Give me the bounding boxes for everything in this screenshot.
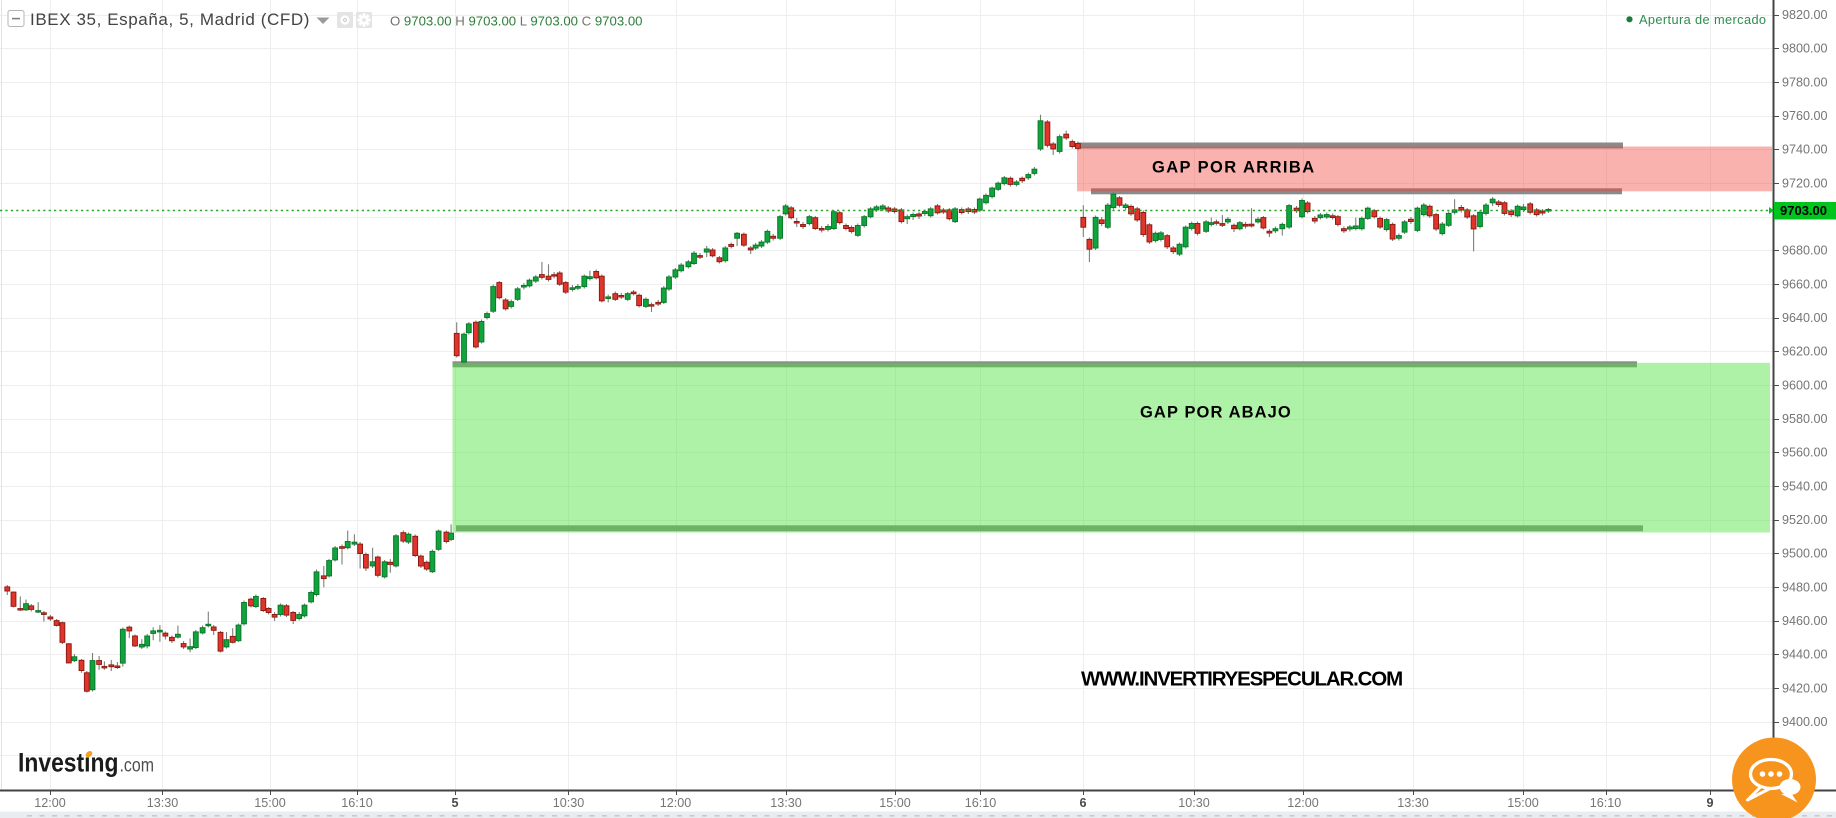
svg-text:9820.00: 9820.00 — [1782, 8, 1828, 22]
svg-text:6: 6 — [1079, 796, 1086, 810]
svg-text:13:30: 13:30 — [770, 796, 802, 810]
svg-text:9760.00: 9760.00 — [1782, 109, 1828, 123]
svg-text:9480.00: 9480.00 — [1782, 580, 1828, 594]
svg-text:9740.00: 9740.00 — [1782, 143, 1828, 157]
svg-text:12:00: 12:00 — [660, 796, 692, 810]
svg-text:.com: .com — [120, 755, 155, 777]
svg-text:9440.00: 9440.00 — [1782, 648, 1828, 662]
svg-text:15:00: 15:00 — [879, 796, 911, 810]
svg-text:10:30: 10:30 — [1178, 796, 1210, 810]
svg-text:16:10: 16:10 — [341, 796, 373, 810]
svg-text:9560.00: 9560.00 — [1782, 446, 1828, 460]
svg-text:12:00: 12:00 — [34, 796, 66, 810]
svg-text:9500.00: 9500.00 — [1782, 547, 1828, 561]
svg-text:5: 5 — [451, 796, 458, 810]
svg-text:IBEX 35, España, 5, Madrid (CF: IBEX 35, España, 5, Madrid (CFD) — [30, 10, 310, 29]
svg-text:9620.00: 9620.00 — [1782, 345, 1828, 359]
svg-text:GAP POR ARRIBA: GAP POR ARRIBA — [1152, 159, 1316, 177]
svg-text:9660.00: 9660.00 — [1782, 277, 1828, 291]
svg-text:9460.00: 9460.00 — [1782, 614, 1828, 628]
svg-text:9580.00: 9580.00 — [1782, 412, 1828, 426]
svg-text:Apertura de mercado: Apertura de mercado — [1639, 12, 1766, 27]
svg-text:9600.00: 9600.00 — [1782, 378, 1828, 392]
svg-text:GAP POR ABAJO: GAP POR ABAJO — [1140, 404, 1292, 422]
svg-text:10:30: 10:30 — [553, 796, 585, 810]
svg-text:WWW.INVERTIRYESPECULAR.COM: WWW.INVERTIRYESPECULAR.COM — [1081, 667, 1402, 690]
svg-text:9: 9 — [1706, 796, 1713, 810]
svg-text:9680.00: 9680.00 — [1782, 244, 1828, 258]
svg-text:16:10: 16:10 — [965, 796, 997, 810]
svg-text:9420.00: 9420.00 — [1782, 681, 1828, 695]
svg-text:15:00: 15:00 — [1507, 796, 1539, 810]
svg-text:9780.00: 9780.00 — [1782, 75, 1828, 89]
svg-text:13:30: 13:30 — [147, 796, 179, 810]
svg-text:9703.00: 9703.00 — [1780, 203, 1827, 218]
svg-text:9400.00: 9400.00 — [1782, 715, 1828, 729]
svg-text:9640.00: 9640.00 — [1782, 311, 1828, 325]
svg-text:9800.00: 9800.00 — [1782, 42, 1828, 56]
svg-text:O 9703.00 H 9703.00 L 9703.00: O 9703.00 H 9703.00 L 9703.00 C 9703.00 — [390, 13, 643, 28]
svg-text:9520.00: 9520.00 — [1782, 513, 1828, 527]
svg-text:Investıng: Investıng — [18, 748, 119, 778]
svg-text:16:10: 16:10 — [1590, 796, 1622, 810]
svg-text:15:00: 15:00 — [254, 796, 286, 810]
svg-text:13:30: 13:30 — [1397, 796, 1429, 810]
svg-text:9720.00: 9720.00 — [1782, 176, 1828, 190]
svg-text:12:00: 12:00 — [1287, 796, 1319, 810]
svg-text:9540.00: 9540.00 — [1782, 479, 1828, 493]
